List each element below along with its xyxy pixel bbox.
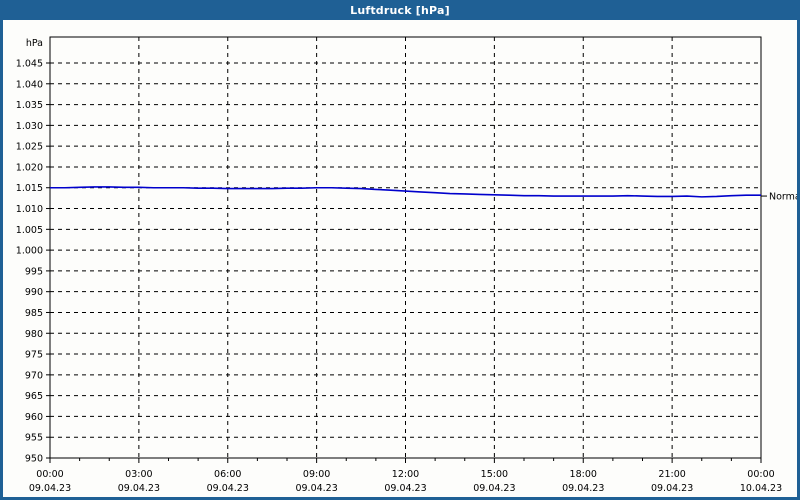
- x-tick-date-label: 09.04.23: [473, 483, 515, 494]
- chart-canvas: 1.045 1.040 1.035 1.030 1.025 1.020 1.015 1.010…: [3, 20, 797, 497]
- y-tick-label: 1.035: [16, 100, 43, 111]
- y-tick-label: 1.005: [16, 225, 43, 236]
- x-tick-date-label: 09.04.23: [562, 483, 604, 494]
- x-tick-date-label: 09.04.23: [651, 483, 693, 494]
- y-tick-label: 985: [25, 308, 43, 319]
- x-tick-date-label: 09.04.23: [29, 483, 71, 494]
- y-tick-label: 965: [25, 391, 43, 402]
- x-tick-date-label: 09.04.23: [295, 483, 337, 494]
- y-tick-label: 1.015: [16, 183, 43, 194]
- y-axis-tick-labels: 1.045 1.040 1.035 1.030 1.025 1.020 1.015 1.010…: [16, 59, 43, 465]
- y-tick-label: 1.040: [16, 79, 43, 90]
- y-tick-label: 1.010: [16, 204, 43, 215]
- y-tick-label: 980: [25, 329, 43, 340]
- y-tick-label: 960: [25, 412, 43, 423]
- vertical-gridlines: [138, 37, 673, 458]
- window-title-bar: Luftdruck [hPa]: [0, 0, 800, 20]
- y-axis-ticks: [46, 62, 50, 459]
- x-tick-time-label: 00:00: [36, 469, 63, 480]
- x-tick-date-label: 09.04.23: [118, 483, 160, 494]
- x-axis-tick-labels: 00:00 09.04.23 03:00 09.04.23 06:00 09.04.23 0…: [29, 469, 782, 494]
- x-tick-date-label: 10.04.23: [740, 483, 782, 494]
- y-tick-label: 995: [25, 266, 43, 277]
- y-tick-label: 950: [25, 454, 43, 465]
- y-tick-label: 955: [25, 433, 43, 444]
- y-axis-unit-label: hPa: [26, 38, 43, 49]
- pressure-line-chart: 1.045 1.040 1.035 1.030 1.025 1.020 1.015 1.010…: [3, 20, 797, 497]
- chart-background: [3, 20, 797, 497]
- x-tick-time-label: 21:00: [658, 469, 685, 480]
- x-tick-date-label: 09.04.23: [384, 483, 426, 494]
- x-tick-time-label: 06:00: [214, 469, 241, 480]
- x-tick-time-label: 00:00: [747, 469, 774, 480]
- x-tick-time-label: 18:00: [570, 469, 597, 480]
- page-title: Luftdruck [hPa]: [350, 3, 450, 17]
- y-tick-label: 1.030: [16, 121, 43, 132]
- y-tick-label: 1.020: [16, 162, 43, 173]
- y-tick-label: 975: [25, 350, 43, 361]
- y-tick-label: 990: [25, 287, 43, 298]
- y-tick-label: 1.025: [16, 142, 43, 153]
- y-tick-label: 970: [25, 370, 43, 381]
- x-tick-time-label: 12:00: [392, 469, 419, 480]
- x-tick-date-label: 09.04.23: [207, 483, 249, 494]
- y-tick-label: 1.045: [16, 59, 43, 70]
- x-tick-time-label: 03:00: [125, 469, 152, 480]
- normal-label: Normal: [769, 192, 797, 203]
- x-tick-time-label: 15:00: [481, 469, 508, 480]
- x-axis-ticks: [49, 458, 762, 463]
- x-tick-time-label: 09:00: [303, 469, 330, 480]
- series-line-luftdruck: [50, 186, 761, 198]
- y-tick-label: 1.000: [16, 246, 43, 257]
- data-series-group: [50, 186, 761, 198]
